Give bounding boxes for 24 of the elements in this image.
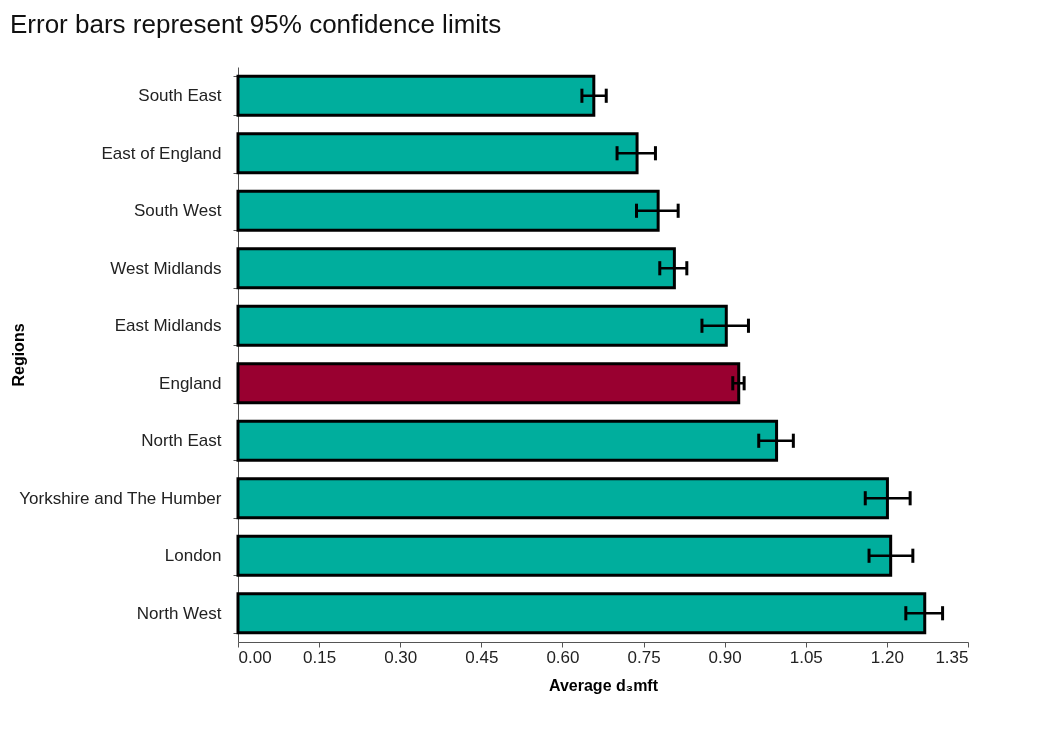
x-tick-label: 0.00 <box>238 647 272 667</box>
y-tick-label: East Midlands <box>114 316 222 336</box>
x-tick-label: 1.35 <box>935 647 969 667</box>
y-tick-label: London <box>164 546 222 566</box>
y-tick-label: North West <box>136 603 222 623</box>
x-tick-label: 0.75 <box>627 647 661 667</box>
x-axis-title: Average d₃mft <box>548 676 659 694</box>
x-tick-label: 0.90 <box>708 647 742 667</box>
x-tick-label: 0.45 <box>465 647 499 667</box>
x-tick-label: 0.15 <box>303 647 337 667</box>
x-tick-label: 1.05 <box>789 647 823 667</box>
x-tick-label: 1.20 <box>870 647 904 667</box>
chart-title: Error bars represent 95% confidence limits <box>10 9 502 39</box>
y-tick-label: North East <box>141 431 222 451</box>
y-tick-label: South East <box>138 86 222 106</box>
bar <box>236 362 741 405</box>
y-tick-label: West Midlands <box>110 258 222 278</box>
y-axis-title: Regions <box>9 323 27 387</box>
y-tick-label: East of England <box>101 143 222 163</box>
x-tick-label: 0.60 <box>546 647 580 667</box>
y-tick-label: England <box>159 373 222 393</box>
y-tick-label: Yorkshire and The Humber <box>19 488 222 508</box>
x-tick-label: 0.30 <box>384 647 418 667</box>
y-tick-label: South West <box>133 201 222 221</box>
